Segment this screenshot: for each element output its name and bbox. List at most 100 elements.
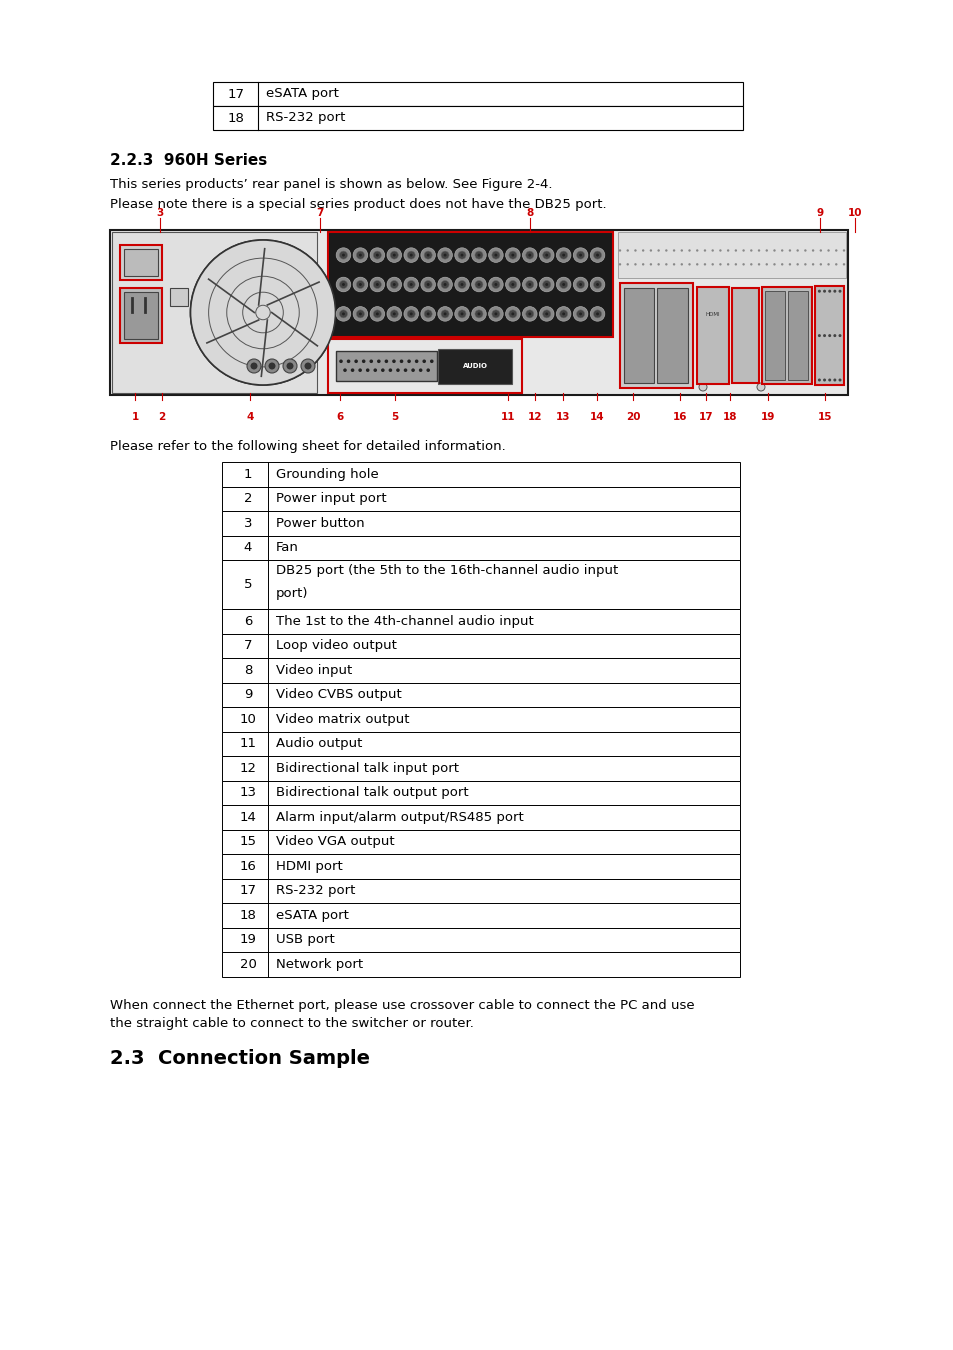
Circle shape (757, 250, 760, 251)
Circle shape (403, 306, 418, 321)
Circle shape (440, 251, 449, 259)
Circle shape (424, 310, 432, 317)
Bar (112, 232, 316, 393)
Circle shape (538, 248, 554, 262)
Bar (222, 879, 740, 903)
Circle shape (545, 312, 548, 316)
Bar (623, 288, 654, 383)
Circle shape (559, 310, 567, 317)
Text: 9: 9 (816, 208, 822, 217)
Circle shape (578, 284, 581, 286)
Circle shape (426, 254, 429, 256)
Circle shape (410, 312, 413, 316)
Circle shape (525, 281, 534, 289)
Circle shape (407, 251, 415, 259)
Circle shape (764, 250, 767, 251)
Text: 12: 12 (239, 761, 256, 775)
Circle shape (749, 250, 752, 251)
Circle shape (354, 359, 357, 363)
Bar (657, 288, 687, 383)
Circle shape (561, 284, 564, 286)
Circle shape (788, 250, 790, 251)
Circle shape (538, 306, 554, 321)
Circle shape (403, 369, 407, 373)
Circle shape (576, 281, 584, 289)
Circle shape (426, 312, 429, 316)
Circle shape (719, 263, 720, 266)
Text: 17: 17 (239, 884, 256, 898)
Circle shape (361, 359, 365, 363)
Bar (110, 230, 847, 396)
Circle shape (672, 263, 675, 266)
Circle shape (455, 248, 469, 262)
Circle shape (573, 306, 587, 321)
Text: Alarm input/alarm output/RS485 port: Alarm input/alarm output/RS485 port (275, 811, 523, 824)
Bar (335, 351, 436, 381)
Circle shape (819, 263, 821, 266)
Text: port): port) (275, 586, 308, 599)
Circle shape (477, 284, 480, 286)
Circle shape (590, 306, 604, 321)
Circle shape (393, 312, 395, 316)
Bar (619, 284, 692, 387)
Circle shape (696, 263, 698, 266)
Circle shape (457, 281, 466, 289)
Circle shape (393, 284, 395, 286)
Text: 4: 4 (244, 541, 252, 555)
Circle shape (672, 250, 675, 251)
Circle shape (392, 359, 395, 363)
Bar (438, 348, 512, 383)
Circle shape (542, 281, 550, 289)
Text: 5: 5 (244, 578, 252, 591)
Circle shape (719, 250, 720, 251)
Bar (222, 486, 740, 512)
Circle shape (596, 312, 598, 316)
Circle shape (711, 263, 713, 266)
Circle shape (561, 312, 564, 316)
Circle shape (475, 281, 482, 289)
Text: Video VGA output: Video VGA output (275, 836, 395, 848)
Circle shape (353, 248, 367, 262)
Bar (697, 288, 728, 383)
Circle shape (246, 383, 253, 392)
Circle shape (817, 290, 820, 293)
Circle shape (833, 333, 836, 338)
Bar (618, 232, 845, 278)
Circle shape (375, 254, 378, 256)
Circle shape (343, 369, 347, 373)
Text: 16: 16 (672, 412, 686, 423)
Circle shape (457, 310, 466, 317)
Circle shape (545, 284, 548, 286)
Circle shape (492, 251, 499, 259)
Circle shape (573, 277, 587, 292)
Circle shape (424, 281, 432, 289)
Circle shape (422, 359, 426, 363)
Circle shape (375, 312, 378, 316)
Circle shape (395, 369, 399, 373)
Circle shape (477, 254, 480, 256)
Text: 1: 1 (244, 467, 252, 481)
Circle shape (508, 281, 517, 289)
Text: 20: 20 (239, 957, 256, 971)
Circle shape (838, 378, 841, 382)
Circle shape (443, 254, 446, 256)
Circle shape (522, 248, 537, 262)
Circle shape (358, 369, 361, 373)
Circle shape (822, 378, 825, 382)
Circle shape (741, 250, 744, 251)
Circle shape (542, 251, 550, 259)
Circle shape (811, 250, 814, 251)
Circle shape (505, 248, 519, 262)
Circle shape (356, 310, 364, 317)
Circle shape (522, 306, 537, 321)
Circle shape (373, 251, 381, 259)
Circle shape (335, 277, 351, 292)
Circle shape (841, 263, 844, 266)
Circle shape (826, 250, 829, 251)
Circle shape (460, 284, 463, 286)
Circle shape (356, 281, 364, 289)
Circle shape (430, 359, 433, 363)
Circle shape (773, 263, 775, 266)
Circle shape (424, 251, 432, 259)
Circle shape (508, 310, 517, 317)
